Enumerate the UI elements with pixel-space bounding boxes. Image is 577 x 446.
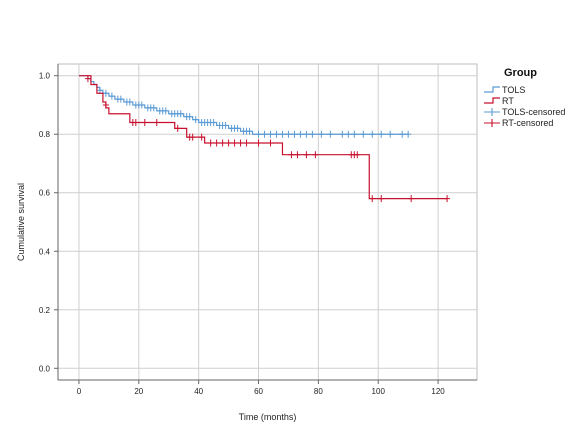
- censor-mark-tols: [177, 110, 184, 118]
- censor-mark-tols: [246, 127, 253, 135]
- censor-mark-tols: [351, 130, 358, 138]
- censor-mark-tols: [378, 130, 385, 138]
- censor-mark-rt: [294, 151, 301, 159]
- censor-mark-rt: [189, 133, 196, 141]
- legend-label: TOLS-censored: [502, 107, 565, 117]
- censor-mark-tols: [279, 130, 286, 138]
- censor-mark-rt: [84, 75, 91, 83]
- censor-mark-rt: [303, 151, 310, 159]
- x-tick-label: 20: [134, 387, 143, 396]
- x-axis-title: Time (months): [239, 412, 297, 422]
- censor-mark-tols: [108, 92, 115, 100]
- y-tick-label: 0.0: [39, 364, 51, 373]
- y-tick-label: 0.4: [39, 247, 51, 256]
- censor-mark-rt: [243, 139, 250, 147]
- x-tick-label: 80: [314, 387, 323, 396]
- censor-mark-tols: [405, 130, 412, 138]
- censor-mark-rt: [255, 139, 262, 147]
- y-tick-label: 1.0: [39, 72, 51, 81]
- censor-mark-rt: [444, 195, 451, 203]
- censor-mark-tols: [255, 130, 262, 138]
- x-tick-label: 0: [77, 387, 82, 396]
- x-tick-label: 120: [431, 387, 445, 396]
- censor-mark-tols: [339, 130, 346, 138]
- censor-mark-tols: [150, 104, 157, 112]
- censor-mark-tols: [102, 89, 109, 97]
- legend-title: Group: [504, 67, 537, 79]
- censor-mark-tols: [327, 130, 334, 138]
- censor-mark-rt: [198, 133, 205, 141]
- censor-mark-tols: [285, 130, 292, 138]
- censor-mark-tols: [273, 130, 280, 138]
- censor-mark-rt: [378, 195, 385, 203]
- censor-mark-tols: [234, 124, 241, 132]
- censor-mark-tols: [360, 130, 367, 138]
- legend-swatch-rt-censored: [484, 119, 500, 127]
- censor-mark-rt: [174, 124, 181, 132]
- censor-mark-rt: [141, 119, 148, 127]
- censor-mark-rt: [312, 151, 319, 159]
- y-tick-label: 0.6: [39, 189, 51, 198]
- y-axis-title: Cumulative survival: [16, 183, 26, 261]
- censor-mark-rt: [231, 139, 238, 147]
- censor-mark-tols: [291, 130, 298, 138]
- y-tick-label: 0.2: [39, 306, 51, 315]
- censor-mark-rt: [132, 119, 139, 127]
- censor-mark-rt: [354, 151, 361, 159]
- censor-mark-rt: [102, 101, 109, 109]
- censor-mark-tols: [345, 130, 352, 138]
- legend-swatch-rt: [484, 97, 500, 104]
- censor-mark-rt: [213, 139, 220, 147]
- censor-mark-tols: [297, 130, 304, 138]
- legend-label: RT-censored: [502, 118, 553, 128]
- legend-label: TOLS: [502, 85, 525, 95]
- censor-mark-tols: [369, 130, 376, 138]
- censor-mark-rt: [267, 139, 274, 147]
- series-rt-line: [78, 75, 448, 200]
- censor-mark-tols: [126, 98, 133, 106]
- censor-mark-tols: [303, 130, 310, 138]
- legend-swatch-tols-censored: [484, 108, 500, 116]
- censor-mark-rt: [207, 139, 214, 147]
- censor-mark-tols: [138, 101, 145, 109]
- censor-mark-rt: [288, 151, 295, 159]
- censor-mark-tols: [309, 130, 316, 138]
- censor-mark-tols: [399, 130, 406, 138]
- censor-mark-tols: [186, 113, 193, 121]
- censor-mark-tols: [261, 130, 268, 138]
- censor-mark-tols: [117, 95, 124, 103]
- censor-mark-tols: [192, 116, 199, 124]
- censor-mark-tols: [267, 130, 274, 138]
- censor-mark-tols: [387, 130, 394, 138]
- censor-mark-tols: [162, 107, 169, 115]
- censor-mark-rt: [153, 119, 160, 127]
- censor-mark-rt: [369, 195, 376, 203]
- censor-mark-rt: [408, 195, 415, 203]
- x-tick-label: 60: [254, 387, 263, 396]
- legend-label: RT: [502, 96, 514, 106]
- legend-swatch-tols: [484, 86, 500, 93]
- censor-mark-rt: [225, 139, 232, 147]
- censor-mark-rt: [219, 139, 226, 147]
- x-tick-label: 100: [372, 387, 386, 396]
- censor-mark-tols: [318, 130, 325, 138]
- censor-mark-tols: [222, 121, 229, 129]
- x-tick-label: 40: [194, 387, 203, 396]
- y-tick-label: 0.8: [39, 130, 51, 139]
- censor-mark-rt: [237, 139, 244, 147]
- censor-mark-tols: [210, 119, 217, 127]
- plot-area: [57, 63, 478, 381]
